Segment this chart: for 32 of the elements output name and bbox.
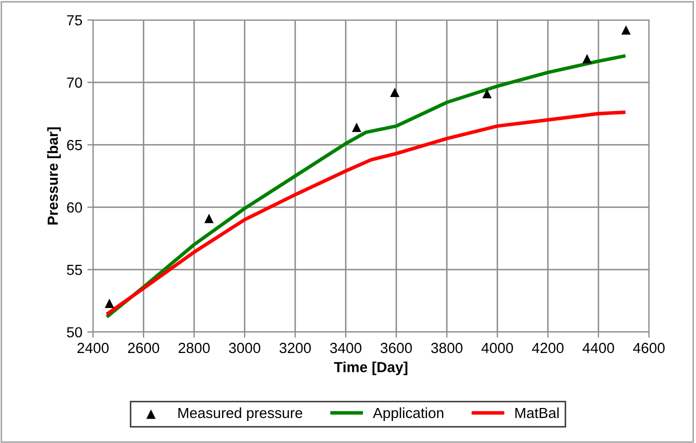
line-series	[106, 54, 626, 318]
y-axis-title: Pressure [bar]	[47, 127, 61, 224]
x-tick-label: 3400	[330, 342, 362, 354]
x-tick-label: 2400	[78, 342, 109, 354]
y-tick-label: 65	[67, 140, 82, 150]
y-tick-label: 60	[67, 202, 82, 213]
point	[621, 25, 631, 35]
x-axis-title: Time [Day]	[334, 362, 408, 376]
x-tick-label: 3200	[280, 342, 311, 354]
point	[390, 88, 400, 98]
x-tick-label: 4000	[481, 342, 514, 354]
legend-label: Measured pressure	[178, 407, 302, 422]
point	[204, 214, 214, 224]
legend-label: MatBal	[515, 407, 559, 418]
y-tick-label: 55	[66, 264, 82, 276]
x-tick-label: 4200	[532, 342, 564, 354]
x-tick-label: 4600	[633, 342, 665, 354]
x-tick-label: 3800	[431, 342, 462, 354]
x-tick-label: 4400	[582, 342, 614, 354]
y-tick-label: 75	[67, 15, 82, 26]
point	[352, 122, 362, 132]
y-tick-label: 50	[66, 327, 82, 338]
x-tick-label: 2600	[128, 342, 160, 354]
line-series	[106, 110, 626, 316]
point	[482, 88, 492, 98]
legend-label: Application	[372, 407, 444, 422]
x-tick-label: 2800	[178, 342, 210, 354]
y-tick-label: 70	[67, 78, 82, 88]
point	[582, 54, 592, 64]
point	[104, 298, 114, 308]
x-tick-label: 3000	[228, 342, 260, 354]
x-tick-label: 3600	[380, 342, 412, 354]
